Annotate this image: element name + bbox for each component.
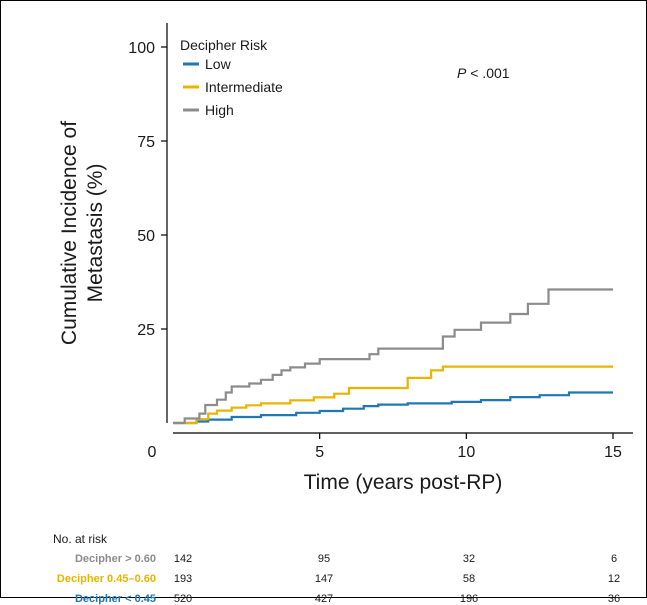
p-value-rest: < .001 xyxy=(466,65,509,81)
axes: 25 50 75 100 0 5 10 15 Time (years post-RP) Cumul… xyxy=(58,23,633,494)
risk-cell: 520 xyxy=(173,593,193,605)
risk-cell: 12 xyxy=(607,573,621,585)
y-axis-label-line: Metastasis (%) xyxy=(84,164,107,303)
x-tick-label: 10 xyxy=(457,444,475,461)
risk-cell: 6 xyxy=(610,553,618,565)
series-high-line xyxy=(173,288,613,425)
y-tick-label: 25 xyxy=(137,322,155,339)
p-value-italic: P xyxy=(457,65,467,81)
risk-cell: 95 xyxy=(317,553,331,565)
risk-cell: 58 xyxy=(462,573,476,585)
legend-title: Decipher Risk xyxy=(180,37,268,53)
risk-cell: 193 xyxy=(173,573,193,585)
y-axis-label: Cumulative Incidence of Metastasis (%) xyxy=(58,121,107,345)
risk-cell: 32 xyxy=(462,553,476,565)
series-layer xyxy=(173,288,613,425)
y-axis-label-line: Cumulative Incidence of xyxy=(58,121,81,345)
legend: Decipher Risk Low Intermediate High xyxy=(180,37,283,118)
p-value-annotation: P < .001 xyxy=(457,65,510,81)
risk-cell: 36 xyxy=(607,593,621,605)
legend-entry: Low xyxy=(205,56,232,72)
x-axis-label: Time (years post-RP) xyxy=(304,471,503,494)
y-tick-label: 50 xyxy=(137,228,155,245)
x-tick-label: 0 xyxy=(148,444,157,461)
risk-cell: 142 xyxy=(173,553,193,565)
kaplan-meier-chart: 25 50 75 100 0 5 10 15 Time (years post-RP) Cumul… xyxy=(58,23,633,494)
y-tick-label: 75 xyxy=(137,134,155,151)
risk-row-label: Decipher < 0.45 xyxy=(74,593,156,605)
series-intermediate-line xyxy=(173,365,613,425)
risk-row-label: Decipher > 0.60 xyxy=(74,553,156,565)
legend-entry: High xyxy=(205,102,234,118)
y-tick-label: 100 xyxy=(128,40,155,57)
risk-cell: 147 xyxy=(314,573,334,585)
risk-row-label: Decipher 0.45–0.60 xyxy=(56,573,156,585)
x-tick-label: 15 xyxy=(604,444,622,461)
risk-cell: 427 xyxy=(314,593,334,605)
series-low-line xyxy=(173,391,613,425)
x-tick-label: 5 xyxy=(315,444,324,461)
risk-table-title: No. at risk xyxy=(53,532,108,546)
risk-cell: 196 xyxy=(459,593,479,605)
legend-entry: Intermediate xyxy=(205,79,283,95)
